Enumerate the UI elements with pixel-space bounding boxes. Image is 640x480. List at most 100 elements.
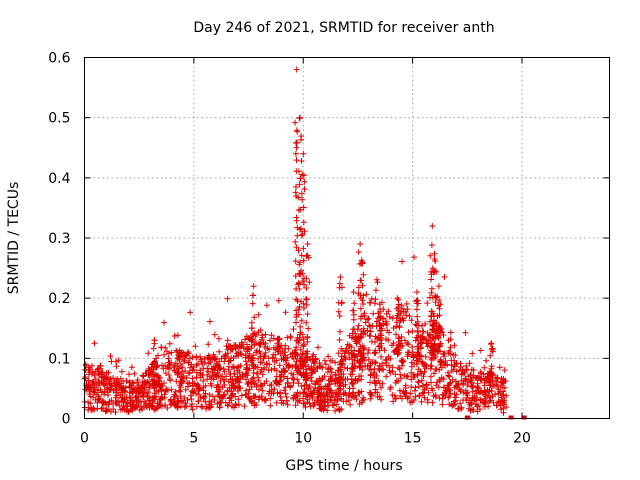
data-point	[478, 376, 485, 383]
data-point	[337, 364, 344, 371]
data-point	[373, 323, 380, 330]
data-point	[429, 399, 436, 406]
data-point	[425, 389, 432, 396]
data-point	[97, 386, 104, 393]
data-point	[216, 358, 223, 365]
data-point	[470, 382, 477, 389]
data-point	[304, 354, 311, 361]
data-point	[249, 292, 256, 299]
data-point	[494, 376, 501, 382]
data-point	[414, 352, 421, 359]
data-point	[214, 400, 221, 407]
data-point	[489, 393, 496, 400]
data-point	[103, 408, 110, 414]
data-point	[273, 357, 280, 364]
data-point	[300, 363, 307, 370]
data-point	[303, 301, 310, 308]
data-point	[305, 363, 312, 370]
data-point	[101, 391, 108, 398]
data-point	[420, 373, 427, 380]
data-point	[299, 171, 306, 178]
data-point	[367, 328, 374, 335]
data-point	[424, 300, 431, 307]
data-point	[485, 392, 492, 399]
data-point	[418, 398, 425, 405]
data-point	[299, 351, 306, 358]
data-point	[376, 393, 383, 400]
data-point	[458, 377, 465, 384]
data-point	[489, 371, 496, 378]
data-point	[396, 366, 403, 372]
data-point	[466, 397, 472, 404]
data-point	[157, 397, 164, 403]
data-point	[303, 296, 310, 303]
data-point	[122, 399, 129, 406]
data-point	[200, 372, 207, 378]
data-point	[356, 339, 363, 345]
data-point	[259, 371, 266, 378]
data-point	[422, 353, 429, 360]
data-point	[356, 360, 362, 366]
data-point	[235, 396, 242, 403]
data-point	[225, 366, 232, 373]
data-point	[402, 382, 409, 389]
data-point	[408, 363, 415, 370]
data-point	[297, 175, 304, 182]
data-point	[342, 381, 349, 388]
data-point	[451, 391, 458, 398]
y-tick-label: 0.4	[48, 171, 70, 187]
data-point	[298, 298, 305, 305]
data-point	[205, 368, 212, 375]
data-point	[460, 389, 467, 396]
data-point	[335, 350, 342, 357]
data-point	[262, 349, 269, 356]
data-point	[358, 373, 365, 379]
data-point	[339, 357, 346, 364]
zero-data-point	[465, 415, 471, 420]
data-point	[198, 356, 204, 363]
data-point	[288, 370, 294, 377]
data-point	[352, 392, 359, 399]
data-point	[140, 389, 147, 396]
data-point	[97, 362, 104, 369]
data-point	[210, 363, 217, 370]
data-point	[245, 346, 252, 352]
data-point	[423, 385, 430, 392]
data-point	[293, 217, 300, 224]
data-point	[292, 119, 299, 126]
y-axis-title: SRMTID / TECUs	[6, 182, 22, 295]
data-point	[367, 395, 374, 402]
y-tick-label: 0.3	[48, 231, 70, 247]
data-point	[338, 360, 345, 367]
data-point	[300, 204, 307, 211]
data-point	[451, 398, 458, 405]
data-point	[209, 393, 216, 400]
data-point	[248, 325, 255, 332]
data-point	[108, 380, 115, 387]
data-point	[345, 347, 352, 354]
data-point	[293, 358, 300, 365]
data-point	[440, 332, 447, 338]
data-point	[351, 300, 358, 307]
data-point	[167, 377, 174, 384]
data-point	[187, 364, 194, 371]
data-point	[166, 350, 172, 357]
data-point	[481, 364, 488, 371]
data-point	[421, 363, 428, 370]
data-point	[350, 289, 357, 296]
zero-data-point	[508, 415, 514, 420]
data-point	[303, 370, 310, 376]
data-point	[413, 322, 420, 329]
data-point	[451, 361, 458, 368]
data-point	[421, 335, 428, 342]
data-point	[405, 341, 412, 348]
data-point	[269, 355, 276, 362]
data-point	[193, 362, 200, 369]
data-point	[297, 346, 304, 353]
data-point	[174, 399, 181, 406]
data-point	[309, 390, 316, 397]
data-point	[451, 342, 458, 349]
data-point	[376, 380, 383, 387]
data-point	[454, 405, 461, 412]
data-point	[99, 405, 106, 411]
